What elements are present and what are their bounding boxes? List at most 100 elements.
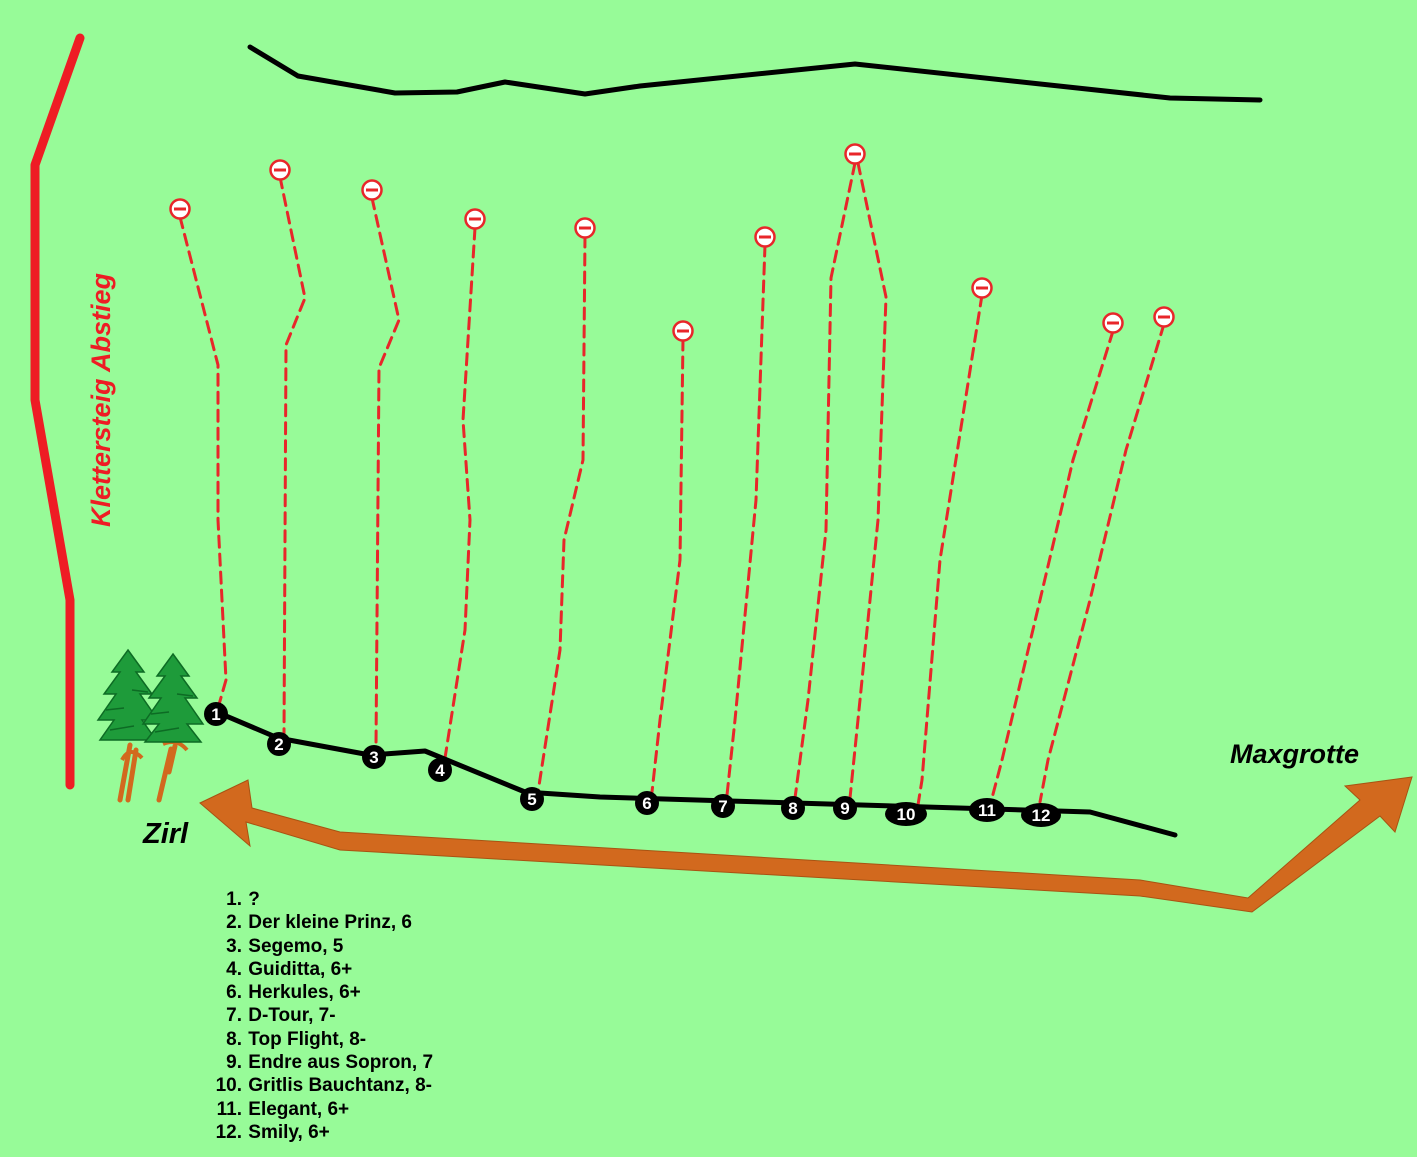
route-marker-3: 3 <box>362 745 386 769</box>
route-marker-4: 4 <box>428 758 452 782</box>
anchors <box>169 143 1175 342</box>
legend-item: 9. Endre aus Sopron, 7 <box>212 1051 433 1074</box>
anchor-icon <box>464 208 486 230</box>
legend-item-number: 9. <box>226 1052 242 1074</box>
anchor-icon <box>269 159 291 181</box>
route-marker-1: 1 <box>204 702 228 726</box>
route-marker-7: 7 <box>711 794 735 818</box>
route-marker-badge <box>635 791 659 815</box>
route-marker-12: 12 <box>1021 803 1061 827</box>
route-6-line <box>650 337 685 794</box>
klettersteig-line <box>30 33 85 790</box>
route-marker-badge <box>711 794 735 818</box>
routes <box>178 161 1166 807</box>
route-marker-badge <box>428 758 452 782</box>
legend-item: 11. Elegant, 6+ <box>212 1098 433 1121</box>
route-marker-11: 11 <box>969 798 1005 822</box>
access-arrow <box>199 776 1413 913</box>
route-7-line <box>725 243 767 797</box>
route-marker-badge <box>781 796 805 820</box>
approach-path <box>209 707 1178 838</box>
legend-item-text: Guiditta, 6+ <box>243 958 353 980</box>
legend-item-text: ? <box>243 889 260 910</box>
legend-item-text: D-Tour, 7- <box>243 1005 336 1027</box>
legend-item-number: 10. <box>215 1075 242 1097</box>
route-marker-2: 2 <box>267 732 291 756</box>
route-marker-5: 5 <box>520 787 544 811</box>
route-marker-badge <box>267 732 291 756</box>
route-12-line <box>1038 322 1166 804</box>
route-marker-label: 10 <box>897 805 916 824</box>
legend-item-number: 1. <box>226 889 242 910</box>
route-marker-label: 5 <box>527 790 536 809</box>
legend-item-text: Endre aus Sopron, 7 <box>243 1052 434 1074</box>
legend-item: 3. Segemo, 5 <box>212 935 433 958</box>
legend-item: 8. Top Flight, 8- <box>212 1028 433 1051</box>
route-marker-badge <box>969 798 1005 822</box>
legend-item: 1. ? <box>212 888 433 911</box>
legend-item-number: 6. <box>226 982 242 1004</box>
anchor-icon <box>971 277 993 299</box>
route-marker-badge <box>885 802 927 826</box>
tree-icon <box>96 648 160 803</box>
route-3-line <box>370 196 401 747</box>
maxgrotte-label: Maxgrotte <box>1230 739 1359 769</box>
route-marker-label: 2 <box>274 735 283 754</box>
legend-item-number: 7. <box>226 1005 242 1027</box>
route-marker-label: 8 <box>788 799 797 818</box>
anchor-icon <box>672 320 694 342</box>
route-11-line <box>990 329 1115 800</box>
anchor-icon <box>754 226 776 248</box>
zirl-label: Zirl <box>142 818 189 850</box>
legend-item-text: Gritlis Bauchtanz, 8- <box>243 1075 432 1097</box>
route-marker-6: 6 <box>635 791 659 815</box>
route-10-line <box>916 293 984 807</box>
legend-item-text: Der kleine Prinz, 6 <box>243 912 412 934</box>
legend-item-number: 8. <box>226 1028 242 1050</box>
legend-item: 4. Guiditta, 6+ <box>212 958 433 981</box>
route-4-line <box>443 226 477 760</box>
route-marker-badge <box>204 702 228 726</box>
route-9-line <box>848 161 888 800</box>
route-marker-label: 6 <box>642 794 651 813</box>
klettersteig-label: Klettersteig Abstieg <box>86 272 116 527</box>
route-marker-8: 8 <box>781 796 805 820</box>
route-1-line <box>178 215 228 710</box>
legend-item-text: Segemo, 5 <box>243 935 344 957</box>
route-marker-10: 10 <box>885 802 927 826</box>
legend-item-number: 11. <box>216 1098 242 1120</box>
legend-item-text: Smily, 6+ <box>243 1121 330 1143</box>
cliff-top-line <box>247 44 1263 103</box>
legend-item: 7. D-Tour, 7- <box>212 1004 433 1027</box>
legend-item-number: 2. <box>226 912 242 934</box>
legend-item-text: Elegant, 6+ <box>243 1098 350 1120</box>
anchor-icon <box>1153 306 1175 328</box>
route-marker-badge <box>520 787 544 811</box>
legend-item-text: Top Flight, 8- <box>243 1028 367 1050</box>
route-marker-badge <box>833 796 857 820</box>
anchor-icon <box>361 179 383 201</box>
route-5-line <box>536 234 587 794</box>
route-marker-label: 9 <box>840 799 849 818</box>
route-marker-label: 7 <box>718 797 727 816</box>
tree-icon <box>141 652 205 803</box>
anchor-icon <box>844 143 866 165</box>
legend-item: 10. Gritlis Bauchtanz, 8- <box>212 1074 433 1097</box>
route-marker-9: 9 <box>833 796 857 820</box>
legend-item-text: Herkules, 6+ <box>243 982 361 1004</box>
anchor-icon <box>574 217 596 239</box>
route-marker-label: 11 <box>978 801 996 820</box>
route-marker-label: 3 <box>369 748 378 767</box>
route-8-line <box>793 161 857 800</box>
route-2-line <box>278 175 307 737</box>
legend-item-number: 3. <box>226 935 242 957</box>
route-legend: 1. ? 2. Der kleine Prinz, 6 3. Segemo, 5 4.… <box>212 888 433 1144</box>
route-marker-label: 1 <box>211 705 220 724</box>
route-marker-label: 4 <box>435 761 445 780</box>
legend-item-number: 4. <box>226 958 242 980</box>
route-marker-label: 12 <box>1032 806 1051 825</box>
legend-item: 12. Smily, 6+ <box>212 1121 433 1144</box>
route-marker-badge <box>362 745 386 769</box>
